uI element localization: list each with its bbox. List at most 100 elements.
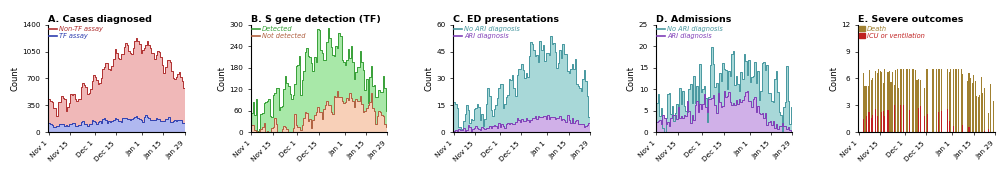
Bar bbox=[975, 81, 976, 132]
Bar bbox=[858, 120, 859, 132]
Legend: Death, ICU or ventilation: Death, ICU or ventilation bbox=[859, 26, 925, 39]
Legend: Detected, Not detected: Detected, Not detected bbox=[252, 26, 305, 39]
Bar bbox=[900, 105, 901, 132]
Bar bbox=[920, 106, 921, 132]
Bar bbox=[872, 78, 873, 132]
Bar bbox=[875, 71, 876, 132]
Bar bbox=[970, 78, 971, 132]
Text: A. Cases diagnosed: A. Cases diagnosed bbox=[48, 15, 152, 24]
Bar bbox=[875, 109, 876, 132]
Legend: No ARI diagnosis, ARI diagnosis: No ARI diagnosis, ARI diagnosis bbox=[454, 26, 520, 39]
Bar bbox=[982, 93, 983, 132]
Bar bbox=[909, 70, 910, 132]
Bar bbox=[993, 101, 994, 132]
Y-axis label: Count: Count bbox=[627, 66, 636, 91]
Bar bbox=[933, 70, 934, 132]
Bar bbox=[984, 131, 985, 132]
Bar bbox=[968, 73, 970, 132]
Bar bbox=[912, 70, 913, 132]
Bar bbox=[864, 86, 866, 132]
Bar bbox=[972, 83, 973, 132]
Bar bbox=[887, 72, 889, 132]
Bar bbox=[938, 112, 939, 132]
Bar bbox=[868, 112, 869, 132]
Bar bbox=[941, 111, 942, 132]
Bar bbox=[869, 70, 870, 132]
Bar bbox=[962, 74, 963, 132]
Legend: No ARI diagnosis, ARI diagnosis: No ARI diagnosis, ARI diagnosis bbox=[657, 26, 723, 39]
Text: B. S gene detection (TF): B. S gene detection (TF) bbox=[251, 15, 380, 24]
Bar bbox=[976, 96, 977, 132]
Bar bbox=[947, 70, 948, 132]
Bar bbox=[950, 70, 951, 132]
Bar bbox=[988, 113, 989, 132]
Legend: Non-TF assay, TF assay: Non-TF assay, TF assay bbox=[49, 26, 103, 39]
Bar bbox=[949, 72, 950, 132]
Bar bbox=[916, 80, 918, 132]
Bar bbox=[949, 121, 950, 132]
Y-axis label: Count: Count bbox=[10, 66, 19, 91]
Bar bbox=[915, 70, 916, 132]
Text: C. ED presentations: C. ED presentations bbox=[453, 15, 559, 24]
Y-axis label: Count: Count bbox=[217, 66, 226, 91]
Bar bbox=[906, 70, 907, 132]
Bar bbox=[978, 97, 979, 132]
Bar bbox=[958, 70, 959, 132]
Bar bbox=[956, 70, 957, 132]
Bar bbox=[941, 70, 942, 132]
Bar bbox=[892, 72, 893, 132]
Bar bbox=[903, 105, 904, 132]
Bar bbox=[907, 70, 908, 132]
Bar bbox=[967, 81, 968, 132]
Bar bbox=[990, 84, 991, 132]
Bar bbox=[938, 70, 939, 132]
Bar bbox=[877, 73, 878, 132]
Bar bbox=[894, 105, 895, 132]
Bar bbox=[884, 70, 885, 132]
Bar bbox=[858, 92, 859, 132]
Bar bbox=[968, 127, 970, 132]
Bar bbox=[895, 70, 896, 132]
Bar bbox=[981, 77, 982, 132]
Bar bbox=[871, 80, 872, 132]
Bar bbox=[898, 88, 899, 132]
Bar bbox=[932, 70, 933, 132]
Bar bbox=[900, 70, 901, 132]
Bar bbox=[901, 70, 902, 132]
Bar bbox=[984, 88, 985, 132]
Bar bbox=[918, 108, 919, 132]
Bar bbox=[955, 70, 956, 132]
Bar bbox=[909, 110, 910, 132]
Bar bbox=[878, 70, 879, 132]
Bar bbox=[866, 86, 867, 132]
Bar bbox=[881, 72, 882, 132]
Bar bbox=[877, 116, 878, 132]
Bar bbox=[924, 88, 925, 132]
Bar bbox=[939, 70, 940, 132]
Bar bbox=[924, 116, 925, 132]
Bar bbox=[962, 125, 963, 132]
Bar bbox=[918, 79, 919, 132]
Bar bbox=[872, 115, 873, 132]
Bar bbox=[866, 116, 867, 132]
Bar bbox=[988, 129, 989, 132]
Y-axis label: Count: Count bbox=[424, 66, 433, 91]
Text: D. Admissions: D. Admissions bbox=[656, 15, 731, 24]
Bar bbox=[927, 114, 928, 132]
Text: E. Severe outcomes: E. Severe outcomes bbox=[858, 15, 964, 24]
Bar bbox=[913, 70, 914, 132]
Bar bbox=[868, 86, 869, 132]
Bar bbox=[953, 70, 954, 132]
Bar bbox=[880, 71, 881, 132]
Bar bbox=[920, 80, 921, 132]
Bar bbox=[884, 116, 885, 132]
Bar bbox=[871, 118, 872, 132]
Bar bbox=[973, 75, 974, 132]
Bar bbox=[863, 73, 864, 132]
Bar bbox=[961, 70, 962, 132]
Bar bbox=[953, 126, 954, 132]
Bar bbox=[890, 82, 892, 132]
Bar bbox=[881, 112, 882, 132]
Bar bbox=[903, 70, 904, 132]
Bar bbox=[894, 85, 895, 132]
